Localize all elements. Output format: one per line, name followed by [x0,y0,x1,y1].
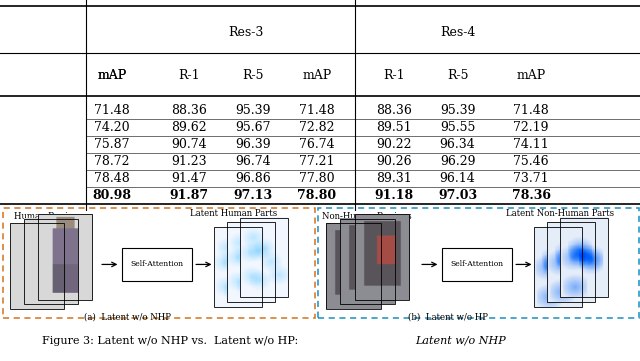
Bar [227,222,275,302]
Text: 78.48: 78.48 [94,172,130,185]
Text: R-1: R-1 [383,69,404,82]
Bar [442,248,512,281]
Bar [214,227,262,307]
Text: 78.36: 78.36 [512,189,550,202]
Text: Figure 3: Latent w/o NHP vs.  Latent w/o HP:: Figure 3: Latent w/o NHP vs. Latent w/o … [42,336,301,346]
Text: 96.29: 96.29 [440,155,476,168]
Text: 77.21: 77.21 [299,155,335,168]
Text: 97.03: 97.03 [438,189,477,202]
Text: R-5: R-5 [447,69,468,82]
Text: 76.74: 76.74 [299,138,335,151]
Text: 95.39: 95.39 [235,104,271,117]
Text: 96.14: 96.14 [440,172,476,185]
Text: 95.67: 95.67 [235,121,271,134]
Text: 89.62: 89.62 [171,121,207,134]
Text: 80.98: 80.98 [93,189,131,202]
Text: (b)  Latent w/o HP: (b) Latent w/o HP [408,312,488,321]
Text: 89.51: 89.51 [376,121,412,134]
Text: 72.82: 72.82 [299,121,335,134]
Text: R-5: R-5 [242,69,264,82]
Text: mAP: mAP [516,69,546,82]
Text: 77.80: 77.80 [299,172,335,185]
Text: Self-Attention: Self-Attention [130,260,184,269]
Text: 78.72: 78.72 [94,155,130,168]
Bar [547,222,595,302]
Text: R-1: R-1 [178,69,200,82]
Text: mAP: mAP [302,69,332,82]
Text: 75.46: 75.46 [513,155,549,168]
Text: 88.36: 88.36 [171,104,207,117]
Text: 73.71: 73.71 [513,172,549,185]
Bar [24,219,78,304]
Text: Latent w/o NHP: Latent w/o NHP [415,336,506,346]
Text: mAP: mAP [97,69,127,82]
Text: 88.36: 88.36 [376,104,412,117]
Text: Self-Attention: Self-Attention [450,260,504,269]
Bar [326,223,381,309]
Bar [10,223,64,309]
Bar [240,217,288,297]
Text: 91.18: 91.18 [374,189,413,202]
Bar [534,227,582,307]
Text: 90.26: 90.26 [376,155,412,168]
Text: 90.74: 90.74 [171,138,207,151]
Text: 96.86: 96.86 [235,172,271,185]
Text: 72.19: 72.19 [513,121,549,134]
Text: 91.47: 91.47 [171,172,207,185]
Bar [122,248,192,281]
Text: 78.80: 78.80 [297,189,337,202]
Text: 75.87: 75.87 [94,138,130,151]
Text: 96.34: 96.34 [440,138,476,151]
Text: 97.13: 97.13 [233,189,273,202]
Text: 91.23: 91.23 [171,155,207,168]
Text: mAP: mAP [97,69,127,82]
Text: 90.22: 90.22 [376,138,412,151]
Text: 74.20: 74.20 [94,121,130,134]
Text: 96.74: 96.74 [235,155,271,168]
Text: Res-4: Res-4 [440,26,476,39]
Text: 71.48: 71.48 [94,104,130,117]
Text: 95.39: 95.39 [440,104,476,117]
Text: Non-Human Regions: Non-Human Regions [322,212,412,221]
Bar [318,208,639,318]
Text: 71.48: 71.48 [513,104,549,117]
Bar [3,208,315,318]
Text: Latent Human Parts: Latent Human Parts [190,209,277,218]
Text: 89.31: 89.31 [376,172,412,185]
Text: Res-3: Res-3 [228,26,264,39]
Bar [38,214,92,300]
Text: Latent Non-Human Parts: Latent Non-Human Parts [506,209,614,218]
Bar [560,217,608,297]
Text: 95.55: 95.55 [440,121,476,134]
Text: (a)  Latent w/o NHP: (a) Latent w/o NHP [84,312,172,321]
Text: Human Regions: Human Regions [14,212,83,221]
Text: 74.11: 74.11 [513,138,549,151]
Bar [340,219,395,304]
Text: 96.39: 96.39 [235,138,271,151]
Bar [355,214,409,300]
Text: 91.87: 91.87 [169,189,209,202]
Text: 71.48: 71.48 [299,104,335,117]
